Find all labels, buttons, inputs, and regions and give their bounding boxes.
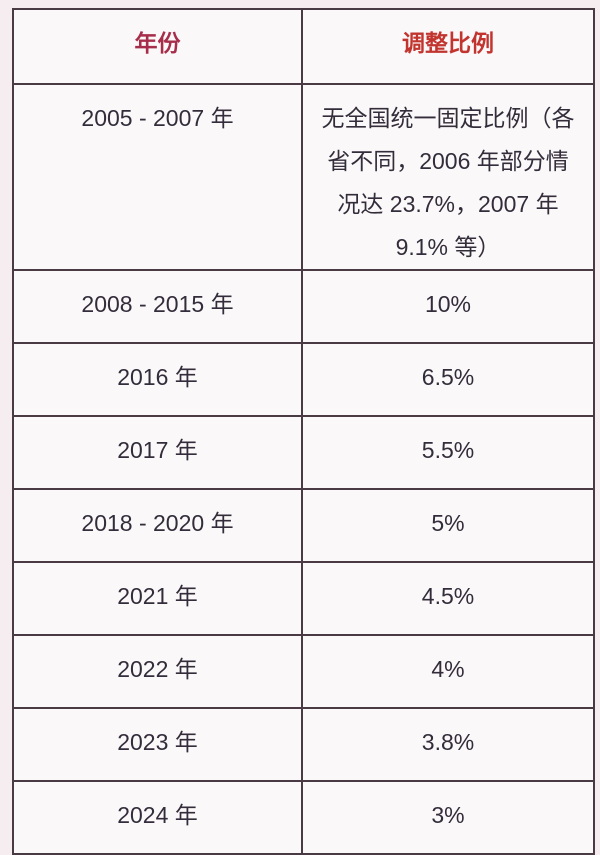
year-cell: 2005 - 2007 年 [12, 83, 303, 271]
table-row: 2021 年 4.5% [12, 561, 595, 636]
year-column-header: 年份 [12, 8, 303, 85]
year-cell: 2022 年 [12, 634, 303, 709]
year-cell: 2008 - 2015 年 [12, 269, 303, 344]
year-cell: 2024 年 [12, 780, 303, 855]
table-row: 2022 年 4% [12, 634, 595, 709]
ratio-cell: 4% [301, 634, 595, 709]
ratio-cell: 5.5% [301, 415, 595, 490]
table-row: 2016 年 6.5% [12, 342, 595, 417]
ratio-cell: 3.8% [301, 707, 595, 782]
year-cell: 2017 年 [12, 415, 303, 490]
adjustment-ratio-table: 年份 调整比例 2005 - 2007 年 无全国统一固定比例（各省不同，200… [12, 8, 595, 855]
ratio-cell: 10% [301, 269, 595, 344]
table-header-row: 年份 调整比例 [12, 8, 595, 85]
table-row: 2023 年 3.8% [12, 707, 595, 782]
table-row: 2018 - 2020 年 5% [12, 488, 595, 563]
ratio-cell: 6.5% [301, 342, 595, 417]
table-row: 2008 - 2015 年 10% [12, 269, 595, 344]
year-cell: 2018 - 2020 年 [12, 488, 303, 563]
ratio-cell: 4.5% [301, 561, 595, 636]
ratio-cell: 3% [301, 780, 595, 855]
ratio-column-header: 调整比例 [301, 8, 595, 85]
year-cell: 2016 年 [12, 342, 303, 417]
year-cell: 2023 年 [12, 707, 303, 782]
table-row: 2005 - 2007 年 无全国统一固定比例（各省不同，2006 年部分情况达… [12, 83, 595, 271]
ratio-cell: 5% [301, 488, 595, 563]
ratio-cell: 无全国统一固定比例（各省不同，2006 年部分情况达 23.7%，2007 年 … [301, 83, 595, 271]
table-row: 2017 年 5.5% [12, 415, 595, 490]
table-row-cutoff: 2024 年 3% [12, 780, 595, 855]
year-cell: 2021 年 [12, 561, 303, 636]
